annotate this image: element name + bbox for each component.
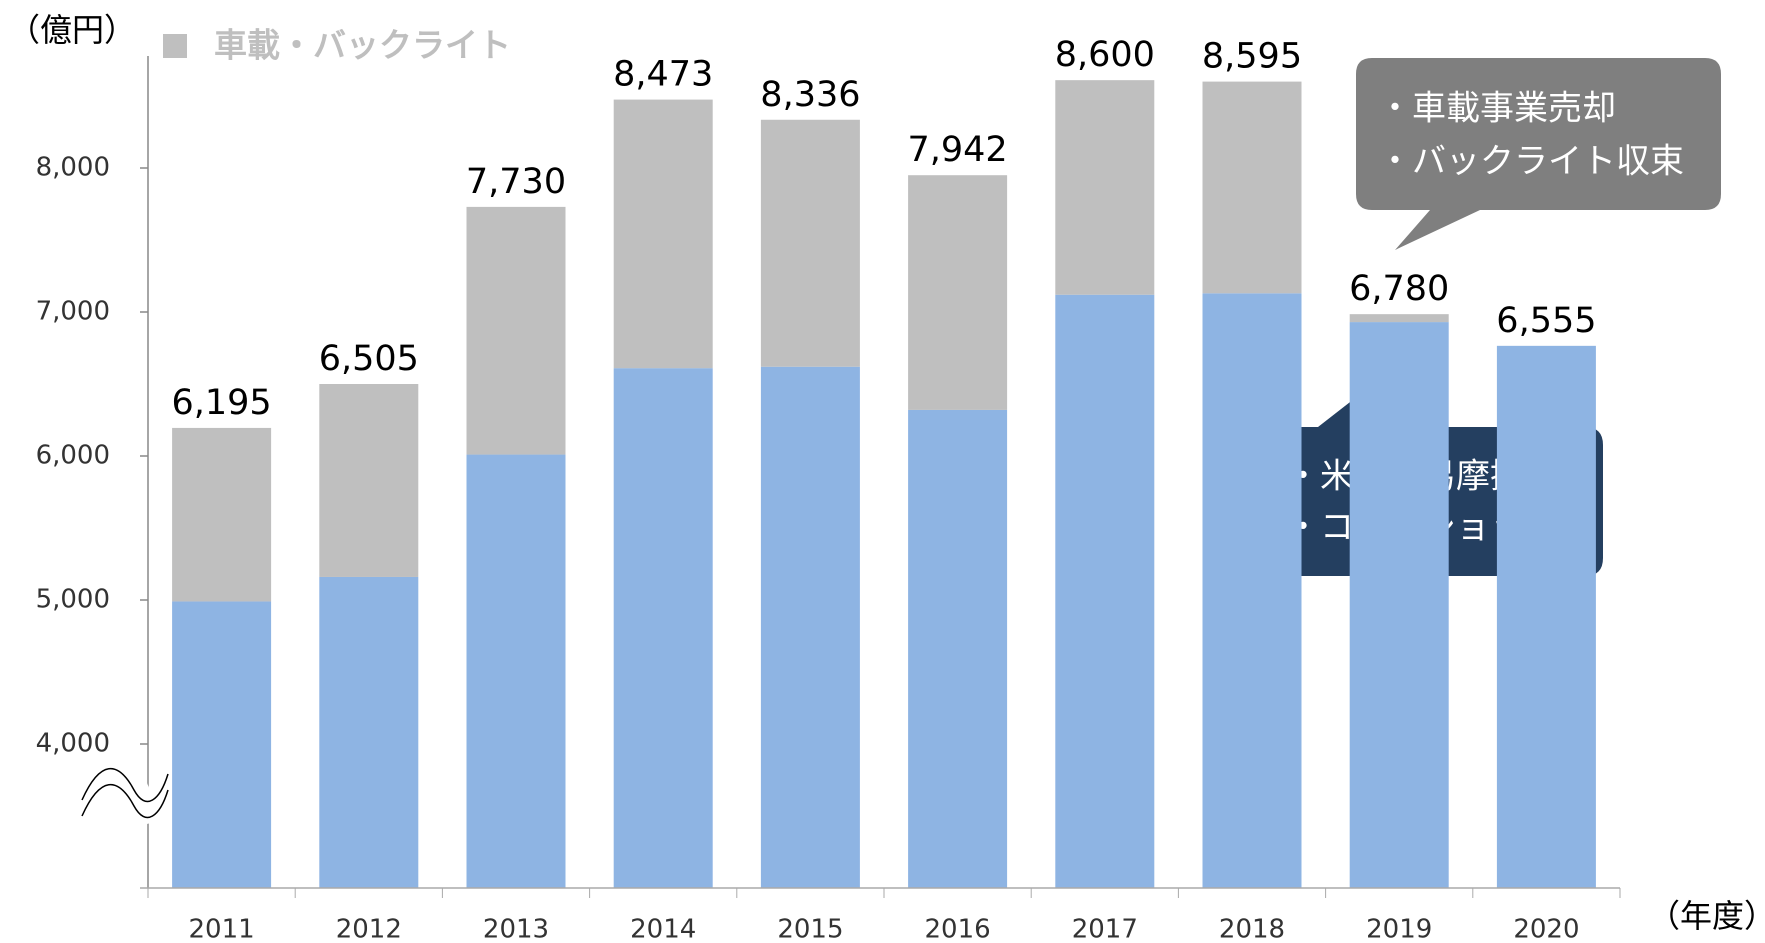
x-tick-label: 2015	[777, 915, 843, 943]
bar-segment	[1202, 293, 1302, 888]
bar-segment	[1055, 294, 1155, 889]
total-label: 8,600	[1055, 35, 1155, 75]
axis-break	[81, 784, 169, 819]
axis-break	[81, 768, 169, 803]
bar-segment	[1349, 314, 1449, 323]
legend-swatch	[163, 34, 187, 58]
total-label: 7,730	[466, 162, 566, 202]
x-tick-label: 2014	[630, 915, 696, 943]
legend-label: 車載・バックライト	[214, 26, 511, 65]
x-tick-label: 2020	[1513, 915, 1579, 943]
total-label: 6,505	[319, 339, 419, 379]
y-tick-label: 4,000	[36, 729, 110, 759]
x-tick-label: 2018	[1219, 915, 1285, 943]
x-unit: （年度）	[1648, 897, 1765, 935]
bar-segment	[908, 175, 1008, 410]
bar-segment	[172, 601, 272, 888]
bar-segment	[908, 409, 1008, 888]
x-tick-label: 2017	[1072, 915, 1138, 943]
y-tick-label: 8,000	[36, 153, 110, 183]
axis-break-bg	[84, 753, 170, 825]
x-tick-label: 2013	[483, 915, 549, 943]
total-label: 6,555	[1496, 301, 1596, 341]
y-unit: （億円）	[8, 11, 136, 49]
bar-segment	[1055, 80, 1155, 295]
total-label: 8,336	[760, 75, 860, 115]
bar-segment	[1202, 81, 1302, 294]
callout-bg	[1356, 58, 1721, 250]
y-tick-label: 6,000	[36, 441, 110, 471]
total-label: 8,595	[1202, 37, 1302, 77]
bar-segment	[613, 99, 713, 369]
bar-segment	[172, 427, 272, 602]
total-label: 7,942	[907, 130, 1007, 170]
bar-segment	[319, 576, 419, 888]
bar-segment	[466, 206, 566, 455]
total-label: 6,780	[1349, 269, 1449, 309]
x-tick-label: 2012	[336, 915, 402, 943]
bar-segment	[319, 384, 419, 577]
bar-segment	[1349, 322, 1449, 889]
bar-segment	[466, 454, 566, 888]
y-tick-label: 5,000	[36, 585, 110, 615]
x-tick-label: 2019	[1366, 915, 1432, 943]
x-tick-label: 2011	[189, 915, 255, 943]
annotation: ・バックライト収束	[1378, 142, 1684, 182]
bar-segment	[760, 366, 860, 889]
bar-segment	[1496, 345, 1596, 889]
bar-segment	[760, 119, 860, 367]
bar-segment	[613, 368, 713, 888]
y-tick-label: 7,000	[36, 297, 110, 327]
annotation: ・車載事業売却	[1378, 89, 1616, 129]
total-label: 6,195	[171, 383, 271, 423]
total-label: 8,473	[613, 55, 713, 95]
x-tick-label: 2016	[925, 915, 991, 943]
